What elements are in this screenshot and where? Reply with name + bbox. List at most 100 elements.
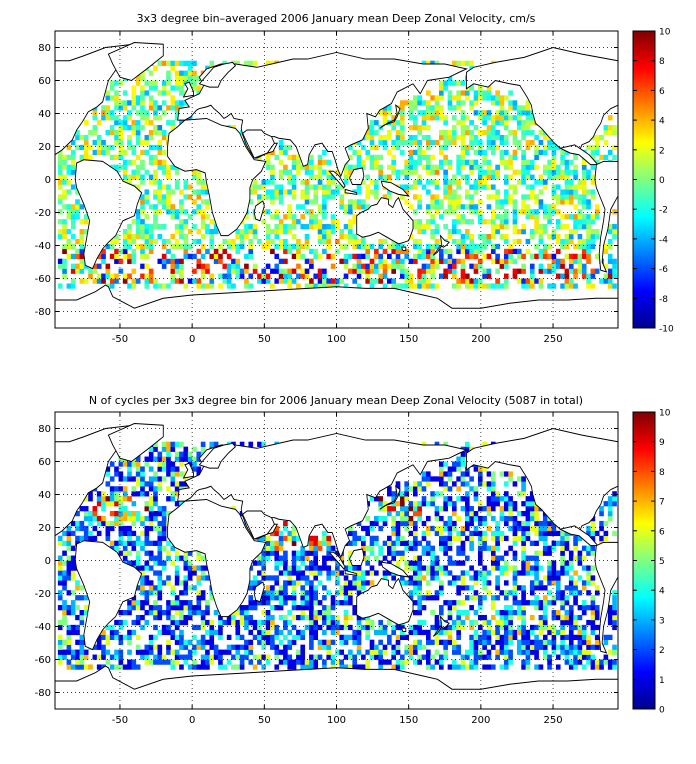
data-cell (469, 283, 474, 289)
data-cell (573, 595, 578, 601)
data-cell (438, 253, 444, 259)
data-cell (170, 466, 176, 472)
data-cell (96, 120, 102, 126)
data-cell (490, 115, 496, 121)
data-cell (456, 238, 461, 245)
data-cell (122, 506, 128, 512)
data-cell (430, 110, 435, 116)
data-cell (70, 664, 76, 670)
data-cell (170, 496, 176, 502)
data-cell (109, 125, 115, 131)
data-cell (213, 253, 219, 259)
data-cell (577, 214, 583, 220)
data-cell (447, 209, 453, 215)
data-cell (192, 570, 197, 576)
data-cell (469, 139, 474, 146)
data-cell (122, 525, 128, 532)
data-cell (521, 511, 526, 517)
data-cell (153, 110, 158, 116)
data-cell (551, 164, 557, 170)
data-cell (378, 110, 383, 116)
data-cell (157, 179, 163, 185)
data-cell (300, 243, 306, 250)
data-cell (456, 80, 461, 86)
data-cell (590, 605, 596, 611)
data-cell (568, 169, 574, 175)
data-cell (335, 659, 340, 665)
data-cell (356, 590, 362, 596)
data-cell (586, 199, 591, 205)
data-cell (586, 233, 591, 240)
data-cell (270, 634, 275, 640)
data-cell (157, 139, 163, 146)
data-cell (417, 629, 422, 636)
data-cell (469, 204, 474, 210)
data-cell (456, 179, 461, 185)
data-cell (447, 501, 453, 507)
data-cell (382, 555, 388, 561)
colorbar-tick-label: 2 (659, 146, 665, 156)
data-cell (265, 60, 271, 66)
data-cell (438, 506, 444, 512)
data-cell (348, 590, 353, 596)
data-cell (560, 169, 565, 175)
data-cell (508, 624, 513, 631)
data-cell (434, 511, 440, 517)
data-cell (477, 169, 483, 175)
data-cell (568, 214, 574, 220)
data-cell (464, 95, 470, 101)
data-cell (430, 199, 435, 205)
data-cell (413, 511, 418, 517)
data-cell (148, 179, 154, 185)
data-cell (161, 199, 167, 205)
data-cell (157, 164, 163, 170)
data-cell (287, 169, 293, 175)
data-cell (612, 224, 617, 230)
data-cell (482, 174, 487, 180)
data-cell (92, 535, 98, 541)
data-cell (192, 624, 197, 631)
data-cell (460, 610, 466, 616)
data-cell (512, 515, 518, 522)
data-cell (434, 243, 440, 250)
data-cell (174, 105, 180, 111)
data-cell (469, 486, 474, 492)
data-cell (447, 540, 453, 546)
data-cell (408, 233, 414, 240)
data-cell (421, 120, 427, 126)
data-cell (148, 525, 154, 532)
data-cell (183, 60, 189, 66)
data-cell (586, 525, 591, 532)
data-cell (361, 654, 366, 660)
data-cell (443, 540, 448, 546)
data-cell (291, 219, 297, 225)
data-cell (378, 273, 383, 279)
data-cell (534, 605, 539, 611)
data-cell (118, 80, 124, 86)
data-cell (607, 238, 613, 245)
data-cell (512, 268, 518, 274)
data-cell (70, 224, 76, 230)
data-cell (538, 614, 544, 621)
data-cell (274, 654, 280, 660)
data-cell (57, 194, 63, 200)
data-cell (118, 105, 124, 111)
data-cell (114, 80, 119, 86)
data-cell (196, 209, 202, 215)
data-cell (70, 233, 76, 240)
data-cell (482, 238, 487, 245)
data-cell (317, 540, 323, 546)
data-cell (248, 580, 254, 586)
data-cell (577, 219, 583, 225)
data-cell (296, 570, 301, 576)
data-cell (183, 243, 189, 250)
data-cell (261, 595, 267, 601)
data-cell (477, 248, 483, 255)
data-cell (590, 530, 596, 537)
data-cell (482, 585, 487, 591)
data-cell (57, 159, 63, 165)
data-cell (283, 278, 288, 284)
data-cell (265, 550, 271, 556)
data-cell (400, 130, 405, 136)
data-cell (577, 614, 583, 621)
